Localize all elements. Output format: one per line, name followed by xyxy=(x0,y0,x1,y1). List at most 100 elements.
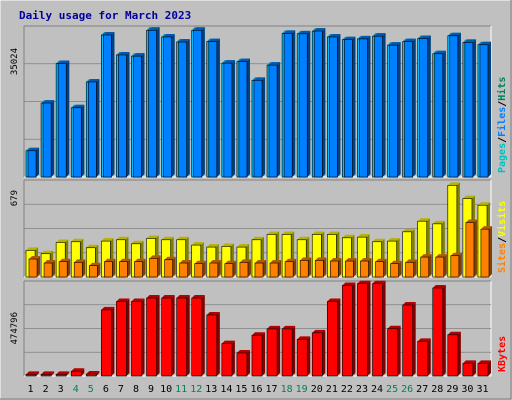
bar-visits-day-14-top xyxy=(221,243,234,247)
bar-files-day-7-top xyxy=(118,51,130,55)
legend-hits: Pages/Files/Hits xyxy=(496,77,508,173)
bar-kbytes-day-7-top xyxy=(116,298,130,302)
bar-kbytes-day-6-face xyxy=(101,309,112,377)
bar-kbytes-day-20-side xyxy=(322,329,326,376)
bar-files-day-1-face xyxy=(27,150,37,178)
x-tick-label-day-23: 23 xyxy=(356,384,368,395)
bar-sites-day-28-face xyxy=(435,256,445,278)
bar-sites-day-19 xyxy=(299,257,312,278)
bar-sites-day-17-face xyxy=(269,262,279,278)
x-tick-label-day-27: 27 xyxy=(416,384,428,395)
bar-kbytes-day-11-top xyxy=(176,295,190,299)
bar-files-day-31-side xyxy=(488,41,491,177)
bar-sites-day-5-face xyxy=(88,265,98,278)
bar-kbytes-day-29-side xyxy=(457,331,461,376)
bar-files-day-31-face xyxy=(479,44,489,178)
bar-kbytes-day-19-side xyxy=(307,336,311,376)
bar-kbytes-day-30-top xyxy=(462,360,476,364)
bar-visits-day-4-top xyxy=(71,238,84,242)
bar-kbytes-day-24-side xyxy=(382,280,386,376)
bar-sites-day-4 xyxy=(73,259,86,278)
bar-sites-day-2 xyxy=(43,260,56,278)
bar-kbytes-day-15-face xyxy=(236,352,248,377)
bar-kbytes-day-4-side xyxy=(81,368,85,376)
bar-sites-day-20-side xyxy=(323,257,327,277)
bar-kbytes-day-13-top xyxy=(206,311,220,315)
bar-sites-day-15-face xyxy=(239,262,249,278)
bar-files-day-1 xyxy=(27,147,40,178)
x-tick-label-day-20: 20 xyxy=(311,384,323,395)
bar-kbytes-day-25-side xyxy=(397,325,401,376)
x-tick-label-day-5: 5 xyxy=(88,384,94,395)
bar-files-day-30-face xyxy=(464,42,474,178)
bar-sites-day-14-face xyxy=(224,263,234,278)
bar-kbytes-day-19-face xyxy=(296,339,308,377)
x-tick-label-day-7: 7 xyxy=(118,384,124,395)
bar-sites-day-18-top xyxy=(285,258,297,262)
bar-sites-day-27 xyxy=(420,254,432,278)
bar-files-day-23-top xyxy=(359,35,371,39)
bar-files-day-15-top xyxy=(238,58,250,62)
bar-kbytes-day-28-face xyxy=(432,287,444,377)
bar-sites-day-30-side xyxy=(473,219,477,277)
bar-sites-day-9 xyxy=(149,255,161,278)
bar-kbytes-day-13 xyxy=(206,311,220,377)
x-tick-label-day-28: 28 xyxy=(431,384,443,395)
bar-files-day-10-top xyxy=(163,33,175,37)
bar-sites-day-17-top xyxy=(270,260,282,264)
panel-visits: 679 Sites/Visits xyxy=(10,179,508,278)
bar-kbytes-day-8 xyxy=(131,298,145,377)
x-axis-day-labels: 1 2 3 4 5 6 7 8 9 10 11 12 13 14 15 16 17 18 19 20 21 22 23 24 2… xyxy=(28,384,489,395)
bar-kbytes-day-23 xyxy=(357,280,371,377)
bar-kbytes-day-19 xyxy=(296,336,311,377)
bar-visits-day-27-top xyxy=(417,218,430,222)
bar-sites-day-30-top xyxy=(465,219,477,223)
bar-sites-day-30 xyxy=(465,219,477,278)
bar-files-day-7-face xyxy=(118,54,127,178)
bar-kbytes-day-21-side xyxy=(337,298,341,376)
bar-files-day-13-side xyxy=(216,38,220,177)
bar-files-day-8-top xyxy=(133,53,145,57)
bar-kbytes-day-8-side xyxy=(141,298,145,376)
bar-files-day-3-side xyxy=(66,60,70,177)
legend-entry: Files xyxy=(496,107,508,137)
bar-kbytes-day-18-top xyxy=(282,325,296,329)
bar-files-day-20-side xyxy=(322,28,326,177)
bar-visits-day-29-top xyxy=(447,182,460,186)
bar-files-day-9 xyxy=(148,27,160,178)
bar-sites-day-7-face xyxy=(119,261,128,278)
x-tick-label-day-14: 14 xyxy=(220,384,232,395)
bar-kbytes-day-26-face xyxy=(402,304,413,377)
bar-sites-day-8 xyxy=(134,258,146,278)
bar-kbytes-day-27-face xyxy=(417,341,429,377)
x-tick-label-day-13: 13 xyxy=(205,384,217,395)
panel-kbytes: 474796 KBytes xyxy=(10,280,508,377)
bar-sites-day-17 xyxy=(269,260,282,278)
bar-sites-day-31-face xyxy=(480,228,490,278)
bar-visits-day-11-top xyxy=(176,236,189,240)
bar-visits-day-12-top xyxy=(191,242,204,246)
bar-visits-day-15-top xyxy=(236,244,249,248)
bar-files-day-21 xyxy=(328,33,341,178)
bar-kbytes-day-1 xyxy=(25,371,40,377)
bars-kbytes xyxy=(25,280,491,377)
bar-sites-day-23-face xyxy=(360,260,369,278)
bar-files-day-22 xyxy=(344,36,356,178)
bar-kbytes-day-30-side xyxy=(472,360,476,376)
bar-sites-day-15-top xyxy=(239,259,251,263)
bar-files-day-24 xyxy=(374,33,386,178)
bar-files-day-27-face xyxy=(419,38,429,178)
bar-kbytes-day-30-face xyxy=(462,363,474,377)
bar-sites-day-13-face xyxy=(209,262,219,278)
bar-kbytes-day-18 xyxy=(281,325,296,377)
bar-kbytes-day-16-top xyxy=(251,332,266,336)
bar-kbytes-day-31 xyxy=(477,360,491,377)
bar-sites-day-16-top xyxy=(254,260,267,264)
bar-files-day-24-top xyxy=(374,33,386,37)
x-tick-label-day-22: 22 xyxy=(341,384,353,395)
bar-sites-day-23-top xyxy=(360,258,372,262)
bar-sites-day-24-face xyxy=(375,261,384,278)
legend-entry: Pages xyxy=(497,143,508,173)
bar-sites-day-27-top xyxy=(420,254,432,258)
